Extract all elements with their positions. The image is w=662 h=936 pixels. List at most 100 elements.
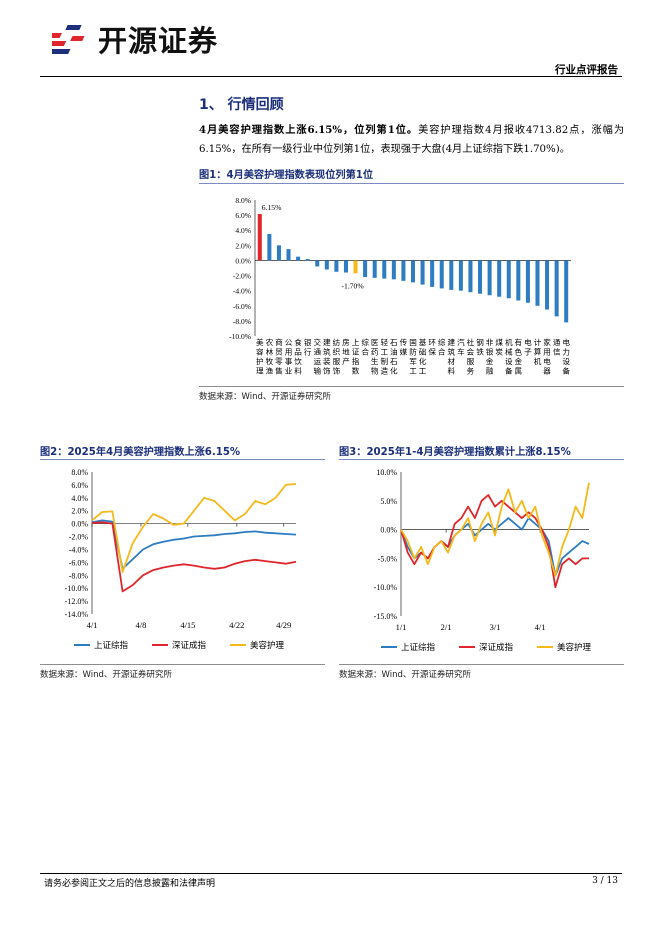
report-type: 行业点评报告 xyxy=(555,64,618,76)
x-tick-label: 4/22 xyxy=(229,620,244,630)
x-category-label: 媒 xyxy=(400,348,408,357)
x-category-label: 色 xyxy=(515,347,523,357)
x-category-label: 工 xyxy=(419,367,427,376)
data-label: 6.15% xyxy=(262,203,282,212)
y-tick-label: 8.0% xyxy=(71,468,88,477)
figure1-caption: 图1：4月美容护理指数表现位列第1位 xyxy=(199,170,374,181)
series-line xyxy=(91,519,297,570)
x-category-label: 机 xyxy=(505,337,513,347)
legend-label: 上证综指 xyxy=(94,640,129,650)
x-category-label: 饰 xyxy=(323,366,331,376)
y-tick-label: 4.0% xyxy=(235,226,251,235)
x-category-label: 建 xyxy=(448,337,456,347)
x-category-label: 服 xyxy=(467,357,475,366)
x-category-label: 电 xyxy=(562,337,570,347)
y-tick-label: 6.0% xyxy=(235,211,251,220)
figure2-caption-rule xyxy=(40,459,325,460)
y-tick-label: -2.0% xyxy=(69,533,89,542)
figure1-bar-chart: 8.0% 6.0% 4.0% 2.0% 0.0% -2.0% -4.0% -6.0% -8.0%… xyxy=(229,196,571,376)
x-category-label: 合 xyxy=(438,347,446,357)
y-tick-label: -12.0% xyxy=(65,597,89,606)
x-category-label: 建 xyxy=(323,337,331,347)
bar xyxy=(420,260,425,285)
x-category-label: 林 xyxy=(266,347,274,357)
legend-label: 美容护理 xyxy=(557,642,592,652)
x-category-label: 事 xyxy=(285,356,293,366)
x-category-label: 备 xyxy=(562,366,570,376)
figure2-caption: 图2：2025年4月美容护理指数上涨6.15% xyxy=(40,447,241,458)
x-category-label: 石 xyxy=(390,338,398,347)
x-category-label: 银 xyxy=(304,337,312,347)
y-tick-label: 0.0% xyxy=(380,526,397,535)
x-category-label: 指 xyxy=(352,356,360,366)
bar xyxy=(439,260,444,289)
x-tick-label: 4/15 xyxy=(180,620,195,630)
x-category-label: 工 xyxy=(409,367,417,376)
x-category-label: 非 xyxy=(486,337,494,347)
x-category-label: 料 xyxy=(448,366,456,376)
x-category-label: 化 xyxy=(390,366,398,376)
bar xyxy=(497,260,502,297)
x-category-label: 国 xyxy=(409,338,417,347)
y-tick-label: -5.0% xyxy=(378,554,398,563)
x-category-label: 金 xyxy=(486,356,494,366)
figure3-caption-rule xyxy=(339,459,624,460)
bar xyxy=(545,260,550,310)
x-category-label: 商 xyxy=(275,337,283,347)
figure1-caption-rule xyxy=(199,183,624,184)
x-category-label: 护 xyxy=(256,356,264,366)
figure3-source-rule xyxy=(339,664,624,665)
series-line xyxy=(91,483,297,573)
legend-label: 深证成指 xyxy=(172,640,207,650)
x-category-label: 服 xyxy=(333,357,341,366)
bar xyxy=(382,260,387,279)
x-category-label: 零 xyxy=(275,357,283,366)
bar xyxy=(305,258,310,261)
y-tick-label: -10.0% xyxy=(229,332,251,341)
x-category-label: 容 xyxy=(256,347,264,357)
bar xyxy=(468,260,473,293)
bar xyxy=(449,260,454,290)
y-tick-label: 0.0% xyxy=(71,520,88,529)
x-tick-label: 3/1 xyxy=(490,622,501,632)
x-category-label: 运 xyxy=(313,357,321,366)
x-category-label: 售 xyxy=(275,366,283,376)
x-category-label: 车 xyxy=(457,347,465,357)
footer-disclaimer: 请务必参阅正文之后的信息披露和法律声明 xyxy=(44,879,216,889)
x-category-label: 造 xyxy=(380,366,388,376)
figure2-source-rule xyxy=(40,664,325,665)
figure2-source: 数据来源：Wind、开源证券研究所 xyxy=(40,670,172,680)
bar xyxy=(257,213,262,261)
legend-label: 上证综指 xyxy=(401,642,436,652)
y-tick-label: -2.0% xyxy=(233,272,251,281)
y-tick-label: -4.0% xyxy=(233,287,251,296)
x-category-label: 牧 xyxy=(266,356,274,366)
section-title: 1、 行情回顾 xyxy=(199,97,284,113)
y-tick-label: -10.0% xyxy=(65,584,89,593)
y-tick-label: -6.0% xyxy=(69,558,89,567)
footer-divider xyxy=(40,873,622,874)
figure1-source: 数据来源：Wind、开源证券研究所 xyxy=(199,392,331,402)
x-category-label: 医 xyxy=(371,338,379,347)
bar xyxy=(296,256,301,261)
x-category-label: 材 xyxy=(448,356,456,366)
x-category-label: 美 xyxy=(256,337,264,347)
series-line xyxy=(400,494,589,589)
y-tick-label: 10.0% xyxy=(376,468,397,477)
x-category-label: 电 xyxy=(543,356,551,366)
x-category-label: 织 xyxy=(333,347,341,357)
x-category-label: 铁 xyxy=(476,347,484,357)
bar xyxy=(525,260,530,303)
logo-bar xyxy=(52,41,67,46)
x-category-label: 子 xyxy=(524,348,532,357)
x-category-label: 生 xyxy=(371,356,379,366)
x-category-label: 炭 xyxy=(495,348,503,357)
page-number: 3 / 13 xyxy=(592,876,618,886)
x-tick-label: 4/1 xyxy=(535,622,546,632)
x-category-label: 食 xyxy=(294,337,302,347)
x-category-label: 物 xyxy=(371,366,379,376)
bar xyxy=(363,260,368,278)
x-category-label: 计 xyxy=(534,337,542,347)
x-category-label: 装 xyxy=(323,356,331,366)
x-category-label: 工 xyxy=(380,348,388,357)
